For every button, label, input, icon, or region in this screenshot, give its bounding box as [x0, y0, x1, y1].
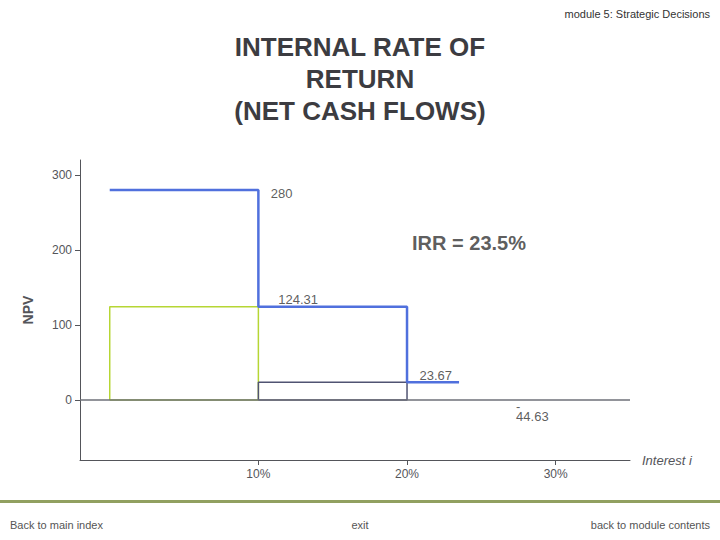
- svg-text:23.67: 23.67: [419, 368, 452, 383]
- svg-text:30%: 30%: [544, 467, 568, 481]
- svg-text:RETURN: RETURN: [306, 64, 414, 94]
- svg-text:exit: exit: [351, 519, 368, 531]
- svg-text:0: 0: [65, 393, 72, 407]
- svg-text:300: 300: [52, 168, 72, 182]
- svg-text:10%: 10%: [246, 467, 270, 481]
- svg-text:100: 100: [52, 318, 72, 332]
- svg-text:124.31: 124.31: [278, 292, 318, 307]
- svg-text:module 5: Strategic Decisions: module 5: Strategic Decisions: [564, 8, 710, 20]
- svg-text:Back to main index: Back to main index: [10, 519, 103, 531]
- svg-text:Interest i: Interest i: [642, 453, 693, 468]
- svg-text:(NET CASH FLOWS): (NET CASH FLOWS): [234, 96, 485, 126]
- svg-text:INTERNAL RATE OF: INTERNAL RATE OF: [235, 32, 485, 62]
- svg-text:200: 200: [52, 243, 72, 257]
- svg-text:IRR = 23.5%: IRR = 23.5%: [412, 232, 526, 254]
- svg-text:280: 280: [271, 186, 293, 201]
- svg-text:NPV: NPV: [20, 295, 36, 324]
- svg-text:20%: 20%: [395, 467, 419, 481]
- svg-text:back to module contents: back to module contents: [591, 519, 711, 531]
- svg-text:44.63: 44.63: [516, 409, 549, 424]
